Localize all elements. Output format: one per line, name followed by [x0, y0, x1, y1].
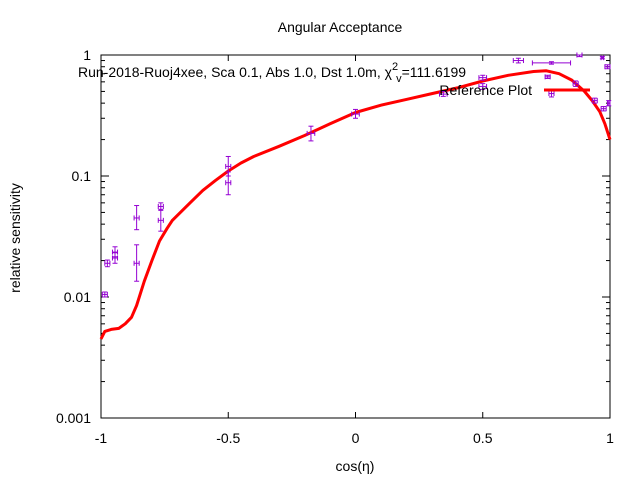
- data-point: [157, 208, 164, 232]
- x-tick-label: -0.5: [216, 430, 240, 446]
- data-point: [351, 108, 360, 119]
- data-point: [133, 205, 140, 231]
- x-tick-label: 0: [352, 430, 360, 446]
- y-tick-label: 0.001: [56, 410, 91, 426]
- x-tick-label: 0.5: [473, 430, 493, 446]
- annotation-text: Run-2018-Ruoj4xee, Sca 0.1, Abs 1.0, Dst…: [78, 61, 466, 85]
- x-axis: -1 -0.5 0 0.5 1: [95, 55, 614, 446]
- legend-label: Reference Plot: [439, 82, 532, 98]
- y-tick-label: 0.01: [64, 289, 91, 305]
- data-point: [478, 83, 488, 90]
- y-axis: 0.001 0.01 0.1 1: [56, 47, 610, 426]
- legend: Reference Plot: [439, 82, 590, 98]
- annotation-suffix: =111.6199: [402, 64, 467, 80]
- data-point: [133, 244, 140, 282]
- reference-plot-line: [99, 69, 612, 340]
- data-point: [531, 60, 572, 66]
- x-axis-title: cos(η): [336, 458, 375, 474]
- x-tick-label: -1: [95, 430, 108, 446]
- data-point: [225, 171, 232, 196]
- data-point: [572, 80, 579, 87]
- annotation-subscript: v: [396, 73, 402, 85]
- data-point: [576, 52, 583, 58]
- data-point: [438, 90, 448, 97]
- data-point: [101, 291, 108, 298]
- data-point: [478, 74, 488, 81]
- data-point: [544, 74, 551, 80]
- annotation-prefix: Run-2018-Ruoj4xee, Sca 0.1, Abs 1.0, Dst…: [78, 64, 393, 80]
- data-points-layer: [101, 52, 612, 298]
- data-point: [599, 55, 605, 61]
- y-tick-label: 0.1: [72, 168, 92, 184]
- data-point: [600, 106, 607, 112]
- data-point: [111, 246, 119, 258]
- data-point: [104, 259, 111, 268]
- data-point: [306, 125, 316, 142]
- y-axis-title: relative sensitivity: [7, 183, 23, 293]
- x-tick-label: 1: [606, 430, 614, 446]
- reference-curve-layer: [99, 69, 612, 340]
- data-point: [591, 97, 598, 104]
- data-point: [606, 100, 612, 107]
- data-point: [157, 202, 164, 211]
- chart-title: Angular Acceptance: [278, 19, 403, 35]
- data-point: [604, 64, 611, 70]
- data-point: [512, 57, 524, 64]
- y-tick-label: 1: [83, 47, 91, 63]
- annotation-superscript: 2: [392, 61, 398, 73]
